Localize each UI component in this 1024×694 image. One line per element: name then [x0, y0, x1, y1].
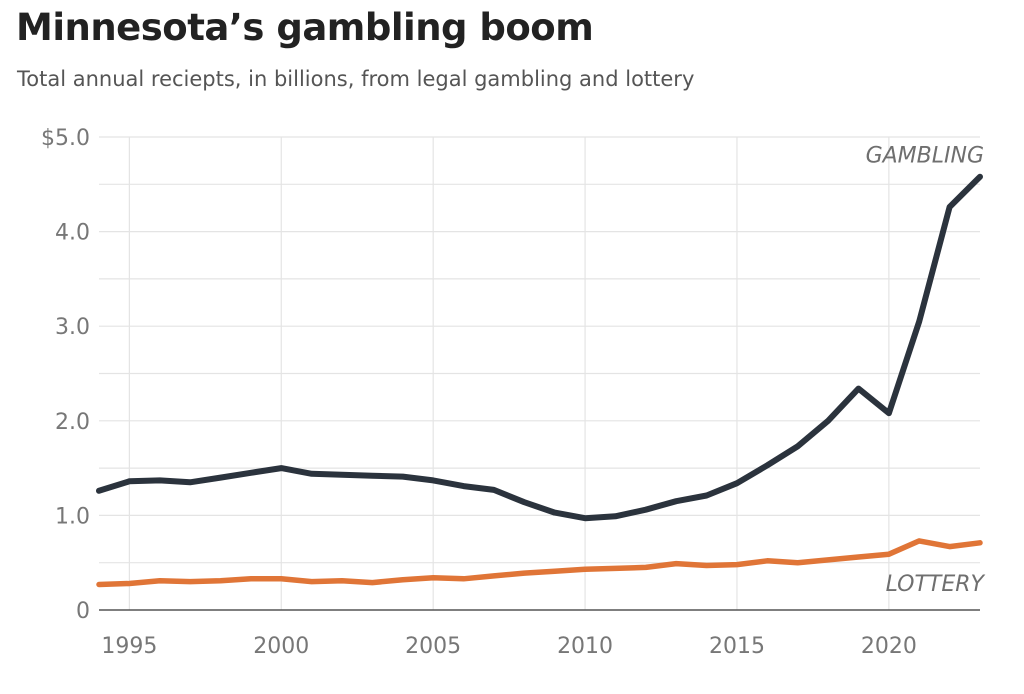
x-tick-label: 2000: [253, 634, 309, 659]
lottery-series-label: LOTTERY: [886, 572, 986, 597]
axes: 0 1.0 2.0 3.0 4.0 $5.0 1995 2000 2005 2010 2015 202…: [41, 126, 980, 659]
grid: [99, 136, 980, 610]
y-tick-label: 2.0: [55, 410, 90, 435]
y-tick-label: 1.0: [55, 504, 90, 529]
chart-title: Minnesota’s gambling boom: [16, 6, 594, 49]
y-tick-label: 0: [76, 599, 90, 624]
gambling-series-line: [96, 173, 983, 522]
chart-subtitle: Total annual reciepts, in billions, from…: [17, 67, 695, 91]
lottery-series-line: [96, 538, 983, 588]
series-lines: [96, 173, 983, 588]
x-tick-label: 2010: [557, 634, 613, 659]
gambling-series-label: GAMBLING: [866, 144, 984, 169]
y-tick-label: $5.0: [41, 126, 90, 151]
y-tick-label: 4.0: [55, 221, 90, 246]
series-labels: GAMBLING LOTTERY: [866, 144, 986, 597]
x-tick-label: 1995: [101, 634, 157, 659]
y-tick-label: 3.0: [55, 315, 90, 340]
x-tick-label: 2020: [861, 634, 917, 659]
x-tick-label: 2015: [709, 634, 765, 659]
x-tick-label: 2005: [405, 634, 461, 659]
